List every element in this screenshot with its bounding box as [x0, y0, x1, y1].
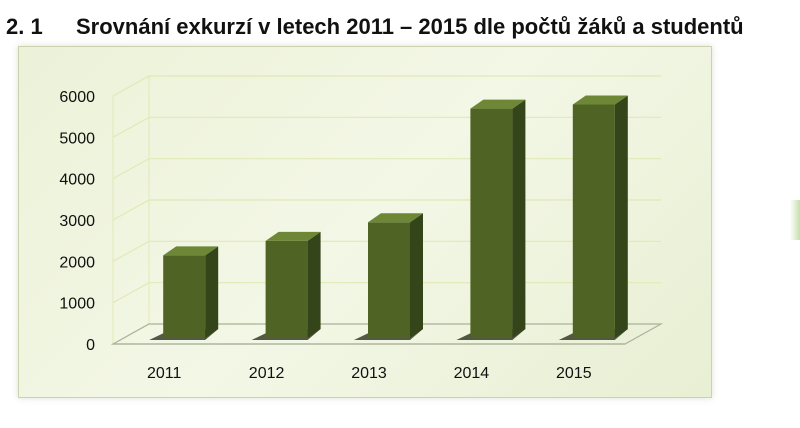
chart-floor [110, 323, 664, 345]
y-tick-label: 6000 [59, 89, 95, 106]
bar-2012 [251, 231, 321, 340]
y-tick-label: 4000 [59, 172, 95, 189]
x-tick-label: 2012 [249, 365, 285, 382]
bar-front [163, 255, 206, 338]
bar-top [265, 231, 321, 241]
bar-front [470, 108, 513, 338]
y-axis-ticks: 0 1000 2000 3000 4000 5000 6000 [59, 89, 95, 354]
x-tick-label: 2014 [454, 365, 490, 382]
chart-heading: 2. 1 Srovnání exkurzí v letech 2011 – 201… [6, 14, 744, 40]
y-tick-label: 1000 [59, 296, 95, 313]
bar-front [572, 104, 615, 338]
bar-side [614, 95, 628, 338]
bar-2014 [456, 99, 526, 340]
bar-front [368, 222, 410, 338]
x-axis-ticks: 2011 2012 2013 2014 2015 [147, 365, 592, 382]
y-tick-label: 0 [86, 337, 95, 354]
y-tick-label: 5000 [59, 130, 95, 147]
bar-side [205, 246, 219, 338]
heading-number: 2. 1 [6, 14, 43, 39]
bar-top [368, 213, 423, 223]
bar-top [470, 99, 526, 109]
heading-text: Srovnání exkurzí v letech 2011 – 2015 dl… [76, 14, 744, 39]
bar-2011 [149, 246, 219, 340]
bars [149, 95, 628, 340]
bar-top [572, 95, 628, 105]
gridline [112, 75, 661, 97]
y-tick-label: 2000 [59, 254, 95, 271]
bar-2013 [354, 213, 423, 340]
bar-front [265, 240, 308, 338]
edge-decoration [790, 200, 800, 240]
bar-2015 [558, 95, 628, 340]
x-tick-label: 2011 [147, 365, 182, 382]
x-tick-label: 2015 [556, 365, 592, 382]
y-tick-label: 3000 [59, 213, 95, 230]
bar-side [307, 231, 321, 338]
x-tick-label: 2013 [351, 365, 387, 382]
bar-side [410, 213, 423, 338]
bar-top [163, 246, 219, 256]
bar-side [512, 99, 526, 338]
